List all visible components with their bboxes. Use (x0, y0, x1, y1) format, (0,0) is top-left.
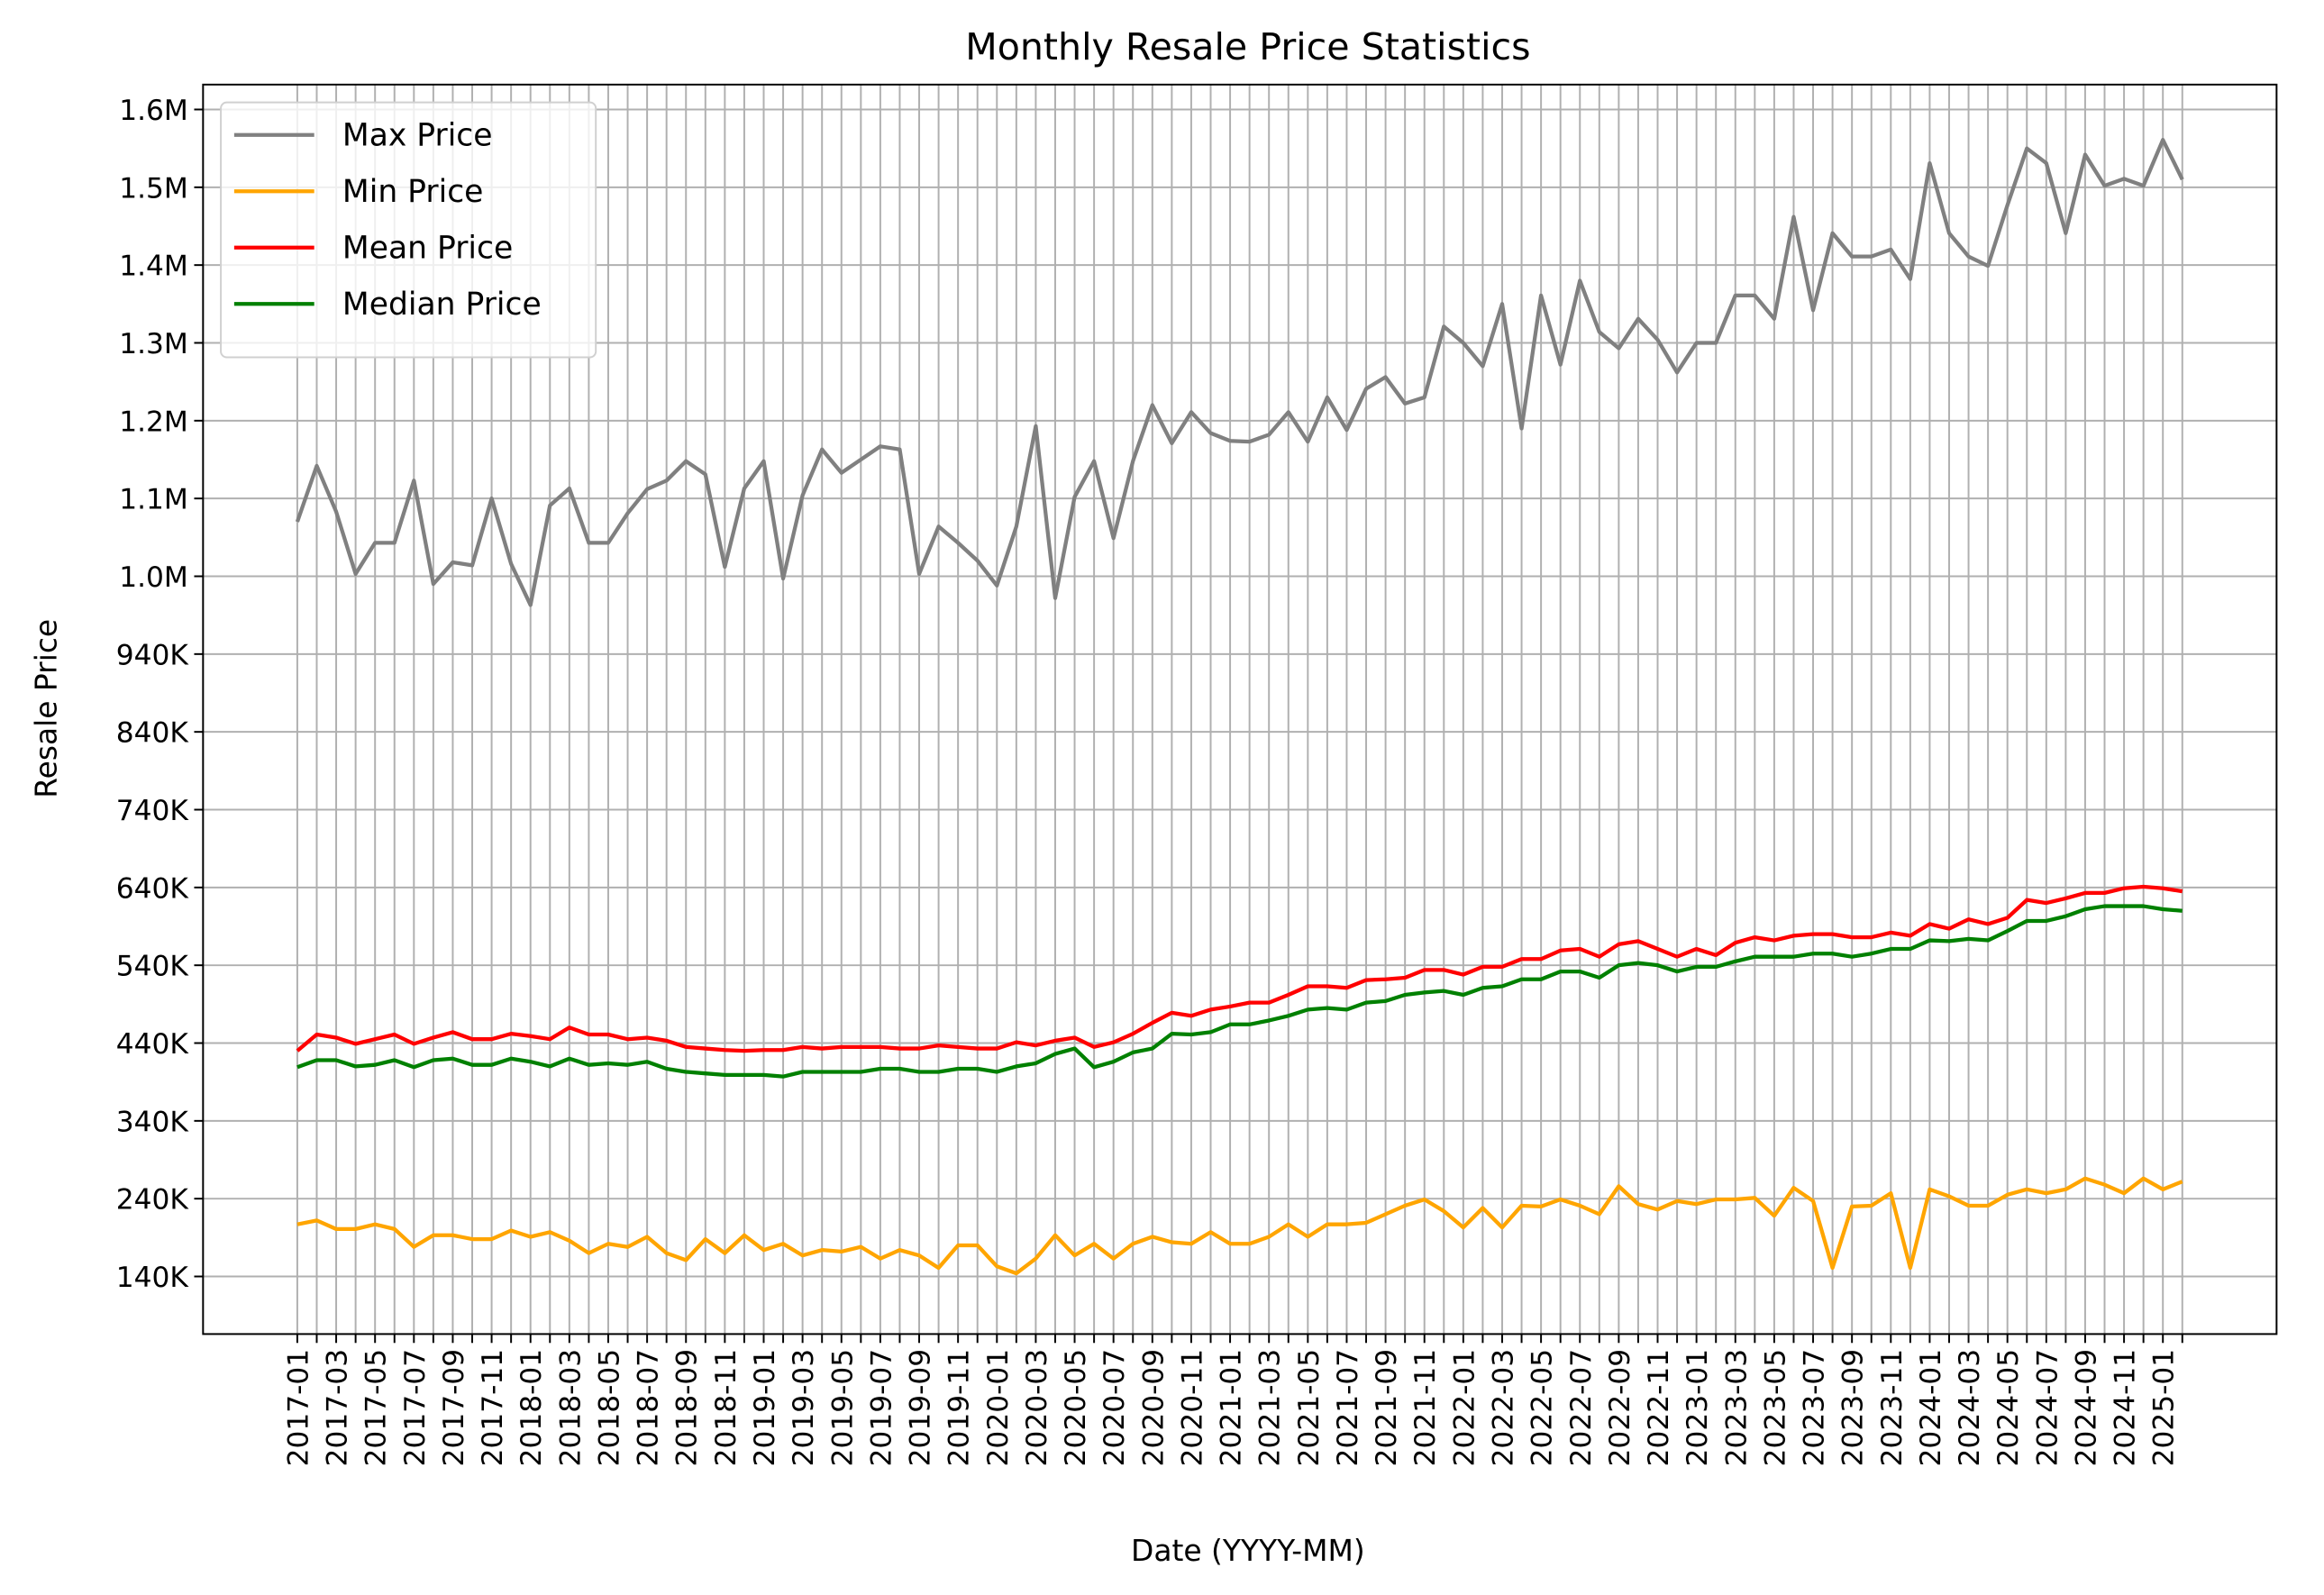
x-tick-label: 2022-07 (1565, 1349, 1598, 1467)
legend: Max Price Min Price Mean Price Median Price (220, 101, 597, 359)
x-axis-label: Date (YYYY-MM) (1131, 1533, 1365, 1568)
x-tick-label: 2023-07 (1799, 1349, 1831, 1467)
x-tick-label: 2022-03 (1487, 1349, 1519, 1467)
x-tick-label: 2021-03 (1254, 1349, 1287, 1467)
x-tick-label: 2018-01 (515, 1349, 548, 1467)
x-tick-label: 2024-09 (2070, 1349, 2102, 1467)
y-tick-label: 1.4M (119, 251, 188, 283)
x-tick-label: 2017-03 (322, 1349, 354, 1467)
x-tick-label: 2024-11 (2110, 1349, 2142, 1467)
x-tick-label: 2017-01 (282, 1349, 314, 1467)
y-tick-label: 540K (116, 951, 190, 983)
x-tick-label: 2019-07 (865, 1349, 898, 1467)
x-tick-label: 2021-11 (1409, 1349, 1442, 1467)
x-tick-label: 2024-01 (1915, 1349, 1947, 1467)
x-tick-label: 2023-05 (1759, 1349, 1791, 1467)
x-tick-label: 2019-03 (788, 1349, 820, 1467)
x-tick-label: 2022-05 (1527, 1349, 1559, 1467)
chart-title: Monthly Resale Price Statistics (965, 25, 1530, 68)
series-line (295, 138, 2184, 607)
series-line (296, 1176, 2183, 1276)
x-tick-label: 2024-07 (2031, 1349, 2064, 1467)
x-tick-label: 2021-09 (1371, 1349, 1403, 1467)
y-tick-label: 1.2M (119, 406, 188, 438)
x-tick-label: 2025-01 (2148, 1349, 2181, 1467)
x-tick-label: 2017-05 (360, 1349, 393, 1467)
series-line (296, 884, 2183, 1053)
x-tick-label: 2023-11 (1876, 1349, 1909, 1467)
x-tick-label: 2019-11 (943, 1349, 976, 1467)
y-tick-label: 940K (116, 639, 190, 671)
x-tick-label: 2018-03 (554, 1349, 587, 1467)
x-tick-label: 2021-07 (1332, 1349, 1364, 1467)
x-tick-label: 2017-09 (438, 1349, 470, 1467)
y-tick-label: 240K (116, 1184, 190, 1217)
x-tick-label: 2020-01 (982, 1349, 1015, 1467)
x-tick-label: 2023-03 (1720, 1349, 1753, 1467)
y-tick-label: 640K (116, 872, 190, 905)
x-tick-label: 2020-11 (1176, 1349, 1208, 1467)
x-tick-label: 2021-05 (1293, 1349, 1326, 1467)
y-tick-label: 1.0M (119, 561, 188, 594)
x-tick-label: 2018-05 (593, 1349, 625, 1467)
x-tick-label: 2024-05 (1992, 1349, 2025, 1467)
x-tick-label: 2019-09 (905, 1349, 937, 1467)
x-tick-label: 2019-05 (826, 1349, 859, 1467)
x-tick-label: 2018-11 (710, 1349, 743, 1467)
y-tick-label: 140K (116, 1262, 190, 1294)
y-tick-label: 1.6M (119, 95, 188, 127)
x-tick-label: 2023-01 (1681, 1349, 1714, 1467)
y-tick-label: 1.3M (119, 328, 188, 360)
axes-frame (202, 83, 2278, 1335)
legend-box (220, 101, 597, 359)
legend-label: Max Price (342, 117, 493, 153)
x-tick-label: 2022-09 (1604, 1349, 1636, 1467)
y-tick-label: 840K (116, 717, 190, 750)
x-tick-label: 2017-07 (399, 1349, 432, 1467)
y-tick-label: 440K (116, 1028, 190, 1061)
x-tick-label: 2018-07 (633, 1349, 665, 1467)
legend-label: Mean Price (342, 230, 513, 266)
plot (295, 138, 2184, 1276)
x-tick-label: 2023-09 (1837, 1349, 1870, 1467)
x-tick-label: 2022-01 (1448, 1349, 1481, 1467)
x-tick-label: 2018-09 (671, 1349, 704, 1467)
x-tick-label: 2019-01 (749, 1349, 781, 1467)
x-tick-label: 2022-11 (1643, 1349, 1675, 1467)
x-tick-label: 2024-03 (1954, 1349, 1986, 1467)
legend-label: Min Price (342, 174, 483, 210)
grid (203, 84, 2277, 1335)
legend-label: Median Price (342, 287, 542, 323)
series-line (296, 904, 2183, 1079)
x-tick-label: 2021-01 (1216, 1349, 1248, 1467)
x-tick-label: 2020-07 (1098, 1349, 1131, 1467)
y-axis-label: Resale Price (29, 619, 64, 798)
y-tick-label: 340K (116, 1106, 190, 1138)
x-tick-label: 2020-03 (1021, 1349, 1053, 1467)
x-tick-label: 2017-11 (477, 1349, 509, 1467)
x-tick-label: 2020-09 (1137, 1349, 1170, 1467)
y-tick-label: 1.1M (119, 484, 188, 516)
y-tick-label: 1.5M (119, 172, 188, 205)
y-tick-label: 740K (116, 795, 190, 827)
x-tick-label: 2020-05 (1060, 1349, 1092, 1467)
